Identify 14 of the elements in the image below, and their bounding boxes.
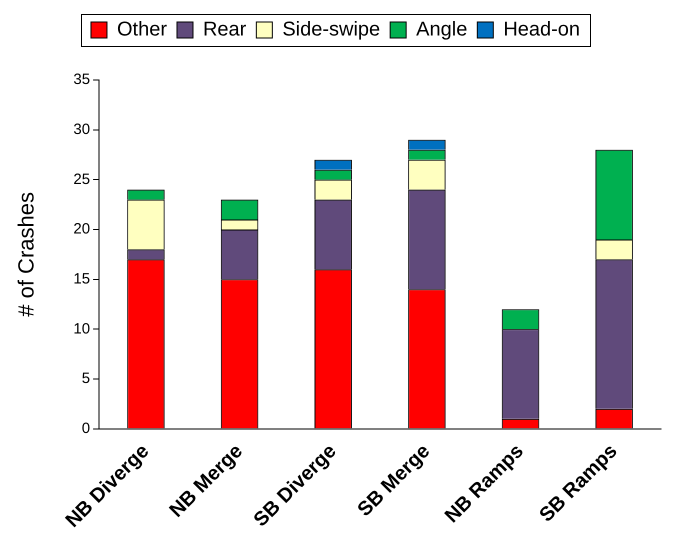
y-tick-label: 20 — [73, 220, 90, 238]
y-tick-label: 10 — [73, 320, 90, 338]
y-tick-label: 15 — [73, 270, 90, 288]
y-tick-label: 0 — [82, 420, 90, 437]
y-tick-label: 30 — [73, 120, 90, 138]
legend-label: Head-on — [503, 18, 580, 41]
legend-label: Rear — [202, 18, 247, 41]
y-axis-title: # of Crashes — [13, 192, 38, 317]
legend-label: Side-swipe — [282, 18, 380, 41]
y-tick-label: 35 — [73, 71, 90, 88]
y-tick-label: 5 — [82, 370, 90, 388]
legend-label: Angle — [416, 18, 468, 41]
y-tick-label: 25 — [73, 170, 90, 188]
legend-label: Other — [116, 18, 168, 41]
